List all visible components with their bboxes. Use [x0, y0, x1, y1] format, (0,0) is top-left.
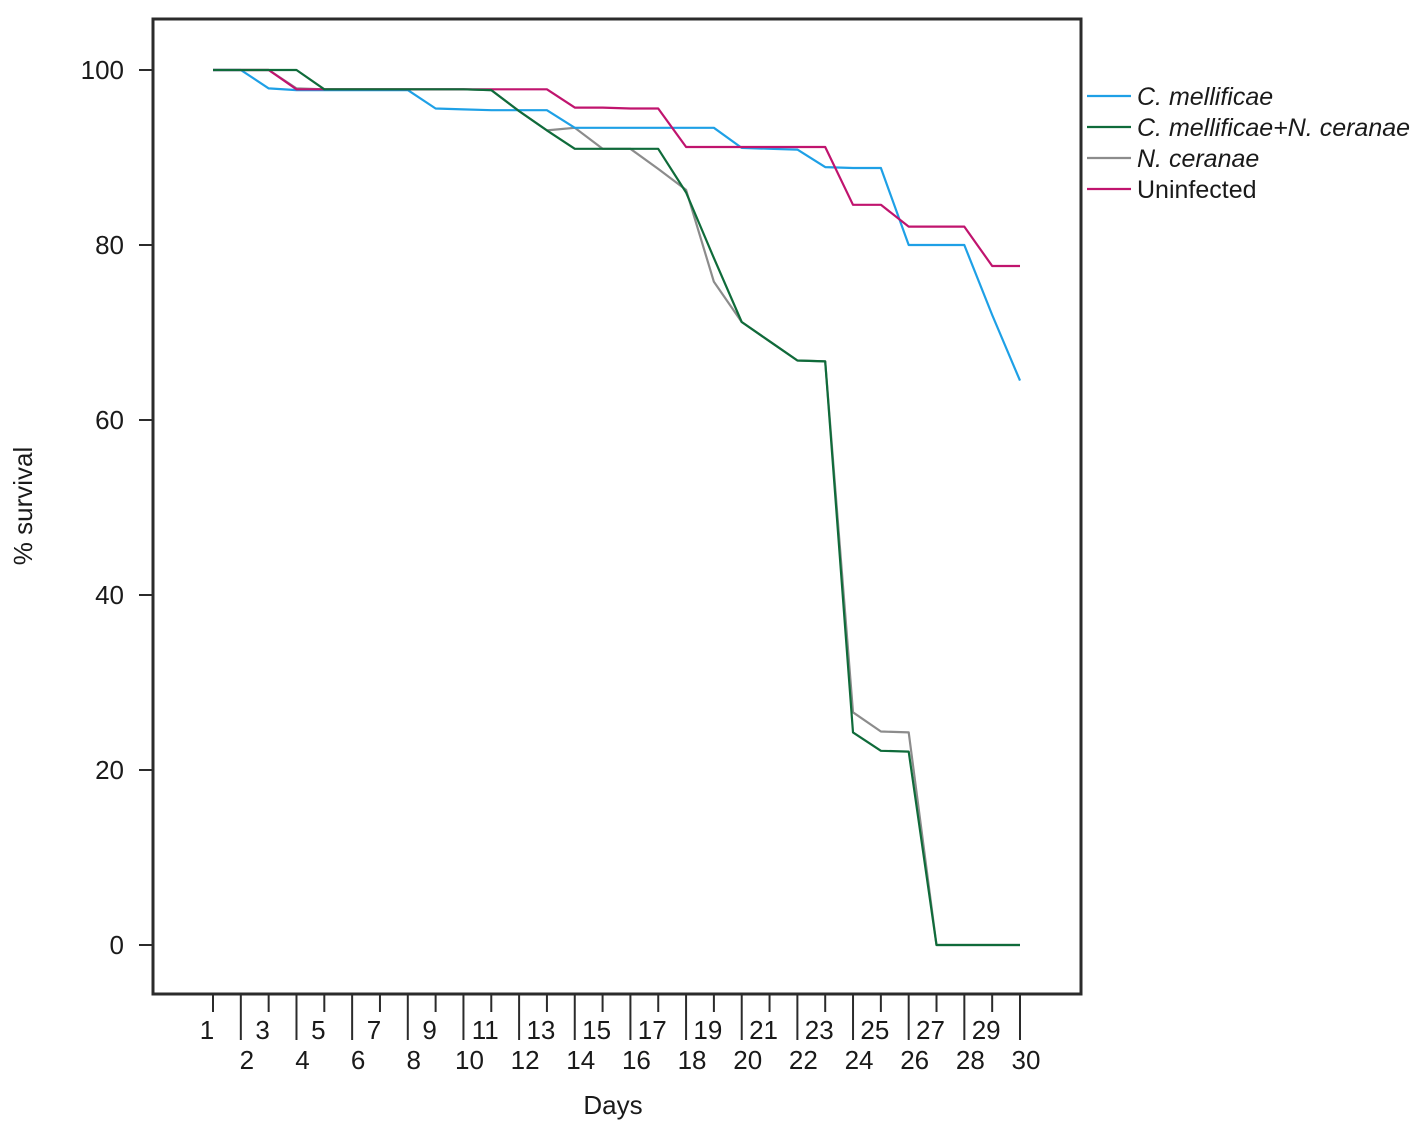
- x-tick-label: 28: [956, 1045, 985, 1075]
- x-tick-label: 16: [622, 1045, 651, 1075]
- x-tick-label: 9: [422, 1015, 436, 1045]
- y-axis-title: % survival: [8, 447, 38, 565]
- legend-label-n-ceranae: N. ceranae: [1137, 145, 1259, 173]
- y-tick-label: 100: [81, 55, 124, 85]
- x-tick-label: 23: [805, 1015, 834, 1045]
- legend-label-c-mellificae-n-ceranae: C. mellificae+N. ceranae: [1137, 114, 1410, 142]
- x-tick-label: 19: [693, 1015, 722, 1045]
- x-tick-label: 2: [240, 1045, 254, 1075]
- y-tick-label: 40: [95, 580, 124, 610]
- y-axis: 0 20 40 60 80 100: [81, 55, 153, 960]
- x-tick-label: 20: [733, 1045, 762, 1075]
- plot-frame: [151, 17, 1083, 996]
- x-axis-title: Days: [583, 1090, 642, 1120]
- y-tick-label: 0: [110, 930, 124, 960]
- x-tick-label: 22: [789, 1045, 818, 1075]
- x-tick-label: 27: [916, 1015, 945, 1045]
- x-tick-label: 3: [255, 1015, 269, 1045]
- x-tick-label: 13: [526, 1015, 555, 1045]
- series-line-c-mellificae-n-ceranae: [213, 68, 1020, 947]
- x-tick-label: 6: [351, 1045, 365, 1075]
- legend: C. mellificae C. mellificae+N. ceranae N. …: [1087, 83, 1410, 204]
- x-tick-label: 15: [582, 1015, 611, 1045]
- x-tick-label: 26: [900, 1045, 929, 1075]
- x-tick-label: 10: [455, 1045, 484, 1075]
- y-tick-label: 60: [95, 405, 124, 435]
- x-tick-label: 25: [860, 1015, 889, 1045]
- y-tick-label: 20: [95, 755, 124, 785]
- x-tick-label: 30: [1012, 1045, 1041, 1075]
- x-tick-label: 17: [638, 1015, 667, 1045]
- x-tick-label: 24: [845, 1045, 874, 1075]
- x-tick-label: 21: [749, 1015, 778, 1045]
- x-axis: 1234567891011121314151617181920212223242…: [200, 994, 1041, 1075]
- x-tick-label: 7: [367, 1015, 381, 1045]
- x-tick-label: 4: [295, 1045, 309, 1075]
- x-tick-label: 18: [678, 1045, 707, 1075]
- legend-label-uninfected: Uninfected: [1137, 176, 1257, 204]
- x-tick-label: 11: [472, 1015, 499, 1045]
- series-lines: [213, 68, 1022, 947]
- y-tick-label: 80: [95, 230, 124, 260]
- x-tick-label: 1: [200, 1015, 214, 1045]
- x-tick-label: 8: [407, 1045, 421, 1075]
- x-tick-label: 14: [566, 1045, 595, 1075]
- legend-label-c-mellificae: C. mellificae: [1137, 83, 1273, 111]
- x-tick-label: 5: [311, 1015, 325, 1045]
- x-tick-label: 29: [972, 1015, 1001, 1045]
- x-tick-label: 12: [511, 1045, 540, 1075]
